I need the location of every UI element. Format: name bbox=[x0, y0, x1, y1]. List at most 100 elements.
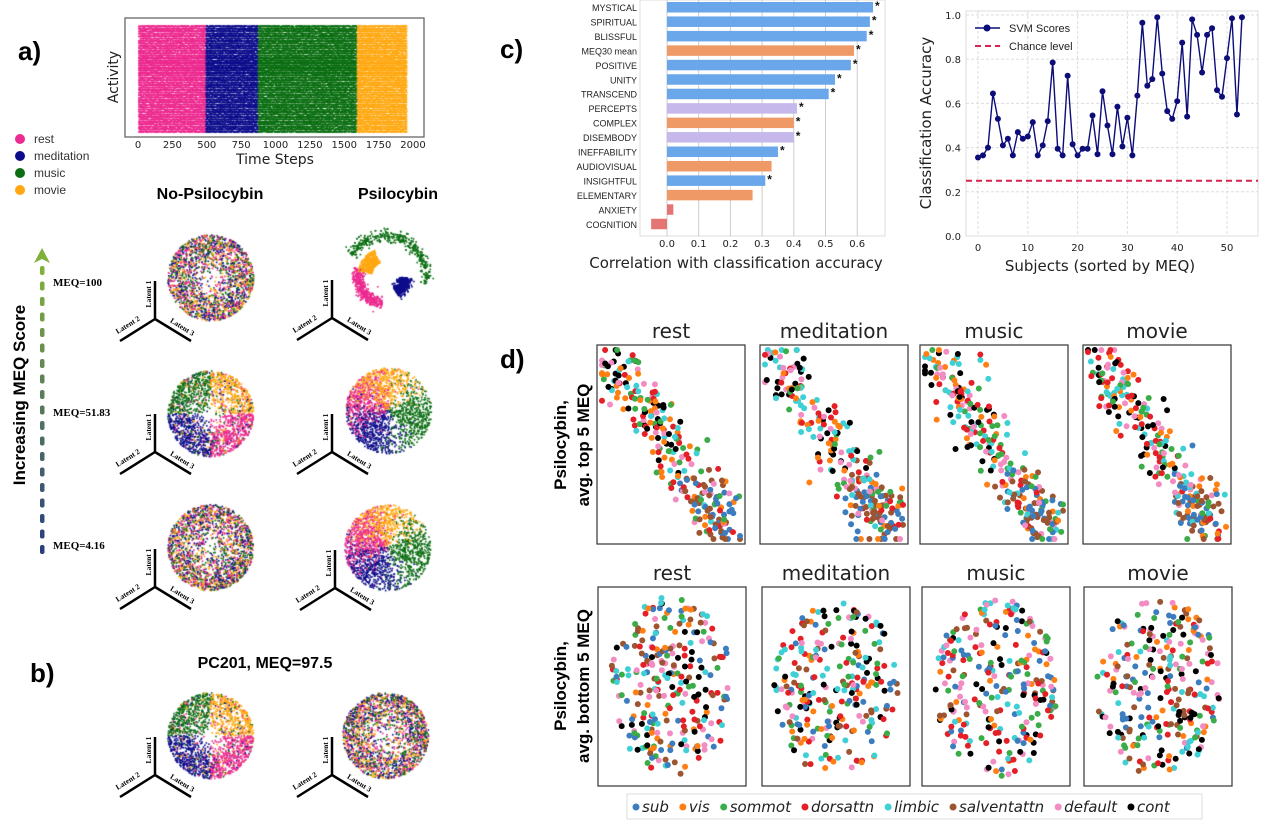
scatter-point-limbic bbox=[1178, 688, 1185, 695]
scatter-point-limbic bbox=[860, 475, 867, 482]
scatter-point-vis bbox=[815, 417, 822, 424]
scatter-point-vis bbox=[620, 406, 627, 413]
scatter-point-dorsattn bbox=[680, 717, 687, 724]
scatter-point-dorsattn bbox=[961, 424, 968, 431]
scatter-point-limbic bbox=[681, 737, 688, 744]
scatter-point-cont bbox=[694, 629, 701, 636]
scatter-point-salventattn bbox=[863, 712, 870, 719]
scatter-title-rest: rest bbox=[653, 561, 692, 585]
scatter-point-vis bbox=[1166, 461, 1173, 468]
scatter-point-limbic bbox=[700, 717, 707, 724]
scatter-point-vis bbox=[617, 365, 624, 372]
scatter-point-sub bbox=[646, 718, 653, 725]
scatter-point-sommot bbox=[874, 660, 881, 667]
line-ytick: 1.0 bbox=[945, 11, 961, 22]
scatter-point-sub bbox=[710, 743, 717, 750]
scatter-point-salventattn bbox=[696, 529, 703, 536]
scatter-point-sommot bbox=[977, 406, 984, 413]
scatter-point-default bbox=[1145, 755, 1152, 762]
scatter-point-salventattn bbox=[992, 483, 999, 490]
scatter-point-limbic bbox=[1026, 757, 1033, 764]
scatter-point-default bbox=[646, 693, 653, 700]
arrow-dash bbox=[40, 343, 45, 353]
scatter-point-cont bbox=[665, 431, 672, 438]
scatter-point-default bbox=[967, 431, 974, 438]
latent-1-label: Latent 1 bbox=[321, 736, 330, 763]
scatter-point-sub bbox=[948, 728, 955, 735]
scatter-point-salventattn bbox=[848, 471, 855, 478]
scatter-point-cont bbox=[605, 383, 612, 390]
scatter-point-limbic bbox=[1183, 479, 1190, 486]
scatter-point-limbic bbox=[649, 711, 656, 718]
scatter-point-dorsattn bbox=[889, 706, 896, 713]
svm-score-point bbox=[1044, 118, 1051, 125]
scatter-point-default bbox=[655, 443, 662, 450]
scatter-point-default bbox=[951, 738, 958, 745]
scatter-point-sub bbox=[1137, 723, 1144, 730]
scatter-point-cont bbox=[774, 708, 781, 715]
scatter-point-sub bbox=[1177, 520, 1184, 527]
scatter-point-sommot bbox=[998, 772, 1005, 779]
scatter-point-salventattn bbox=[647, 750, 654, 757]
scatter-point-cont bbox=[877, 622, 884, 629]
scatter-point-cont bbox=[829, 467, 836, 474]
scatter-point-dorsattn bbox=[840, 634, 847, 641]
scatter-point-cont bbox=[1091, 347, 1098, 353]
scatter-point-default bbox=[1187, 481, 1194, 488]
scatter-point-dorsattn bbox=[1048, 713, 1055, 720]
scatter-point-salventattn bbox=[631, 642, 638, 649]
scatter-point-limbic bbox=[866, 476, 873, 483]
scatter-point-limbic bbox=[1171, 764, 1178, 771]
scatter-point-dorsattn bbox=[714, 689, 721, 696]
latent-2-axis bbox=[119, 317, 156, 343]
scatter-point-sub bbox=[810, 728, 817, 735]
scatter-point-default bbox=[847, 477, 854, 484]
scatter-point-sommot bbox=[1112, 689, 1119, 696]
scatter-point-sommot bbox=[786, 406, 793, 413]
panel-label-d: d) bbox=[500, 344, 525, 374]
scatter-point-default bbox=[651, 381, 658, 388]
scatter-point-default bbox=[798, 376, 805, 383]
scatter-point-sub bbox=[1170, 613, 1177, 620]
scatter-point-sommot bbox=[636, 421, 643, 428]
svm-score-point bbox=[1139, 19, 1146, 26]
scatter-point-default bbox=[848, 764, 855, 771]
scatter-point-dorsattn bbox=[1107, 347, 1114, 353]
scatter-point-sub bbox=[1046, 536, 1053, 542]
scatter-point-cont bbox=[881, 630, 888, 637]
scatter-point-salventattn bbox=[646, 687, 653, 694]
scatter-point-sommot bbox=[1187, 639, 1194, 646]
scatter-point-default bbox=[1001, 458, 1008, 465]
legend-dot-default bbox=[1054, 803, 1062, 811]
latent-embedding-sphere bbox=[335, 685, 435, 785]
scatter-point-limbic bbox=[1114, 385, 1121, 392]
svm-score-point bbox=[1184, 113, 1191, 120]
scatter-point-sommot bbox=[998, 451, 1005, 458]
bar-transcend bbox=[667, 88, 829, 100]
scatter-point-cont bbox=[1139, 434, 1146, 441]
scatter-point-default bbox=[1120, 369, 1127, 376]
panel-b-title: PC201, MEQ=97.5 bbox=[198, 655, 333, 672]
scatter-point-dorsattn bbox=[874, 665, 881, 672]
scatter-point-limbic bbox=[633, 382, 640, 389]
scatter-point-vis bbox=[951, 377, 958, 384]
legend-label-dorsattn: dorsattn bbox=[811, 798, 874, 816]
svm-scores-line bbox=[977, 17, 1243, 159]
svm-score-point bbox=[1049, 59, 1056, 66]
scatter-point-default bbox=[827, 425, 834, 432]
scatter-point-vis bbox=[604, 371, 611, 378]
svm-score-point bbox=[1129, 152, 1136, 159]
scatter-point-vis bbox=[701, 522, 708, 529]
scatter-point-sub bbox=[854, 528, 861, 535]
scatter-title-rest: rest bbox=[652, 319, 691, 343]
scatter-point-dorsattn bbox=[696, 723, 703, 730]
scatter-point-salventattn bbox=[662, 756, 669, 763]
scatter-point-dorsattn bbox=[649, 644, 656, 651]
scatter-point-cont bbox=[997, 656, 1004, 663]
scatter-point-cont bbox=[805, 373, 812, 380]
scatter-point-salventattn bbox=[1126, 726, 1133, 733]
scatter-point-dorsattn bbox=[962, 733, 969, 740]
scatter-point-vis bbox=[632, 689, 639, 696]
scatter-point-vis bbox=[1133, 653, 1140, 660]
scatter-point-sommot bbox=[841, 681, 848, 688]
